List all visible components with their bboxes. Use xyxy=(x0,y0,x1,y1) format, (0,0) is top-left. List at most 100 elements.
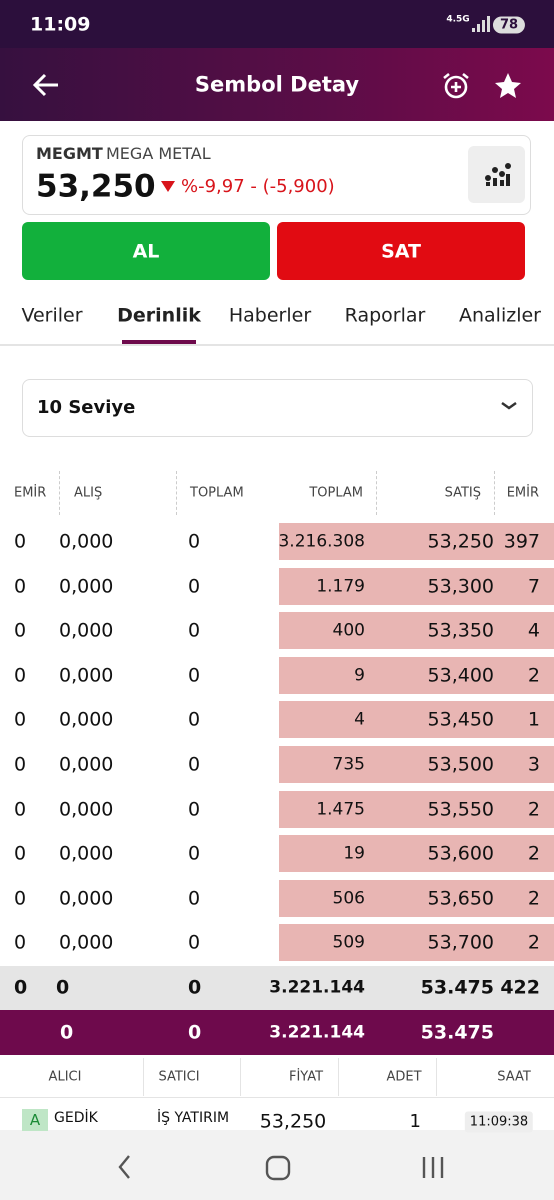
depth-cell: 0 xyxy=(14,931,27,954)
depth-cell: 4 xyxy=(527,619,540,642)
trades-column-header: ALICI xyxy=(48,1069,82,1085)
depth-cell: 2 xyxy=(527,664,540,687)
depth-column-header: EMİR xyxy=(506,485,539,501)
ask-row-highlight xyxy=(279,835,554,873)
depth-cell: 0 xyxy=(188,619,201,642)
depth-cell: 0,000 xyxy=(59,530,114,553)
trades-column-header: ADET xyxy=(386,1069,422,1085)
depth-cell: 19 xyxy=(343,843,365,864)
buy-label: AL xyxy=(132,240,160,263)
tab[interactable]: Haberler xyxy=(228,304,312,327)
tab[interactable]: Analizler xyxy=(459,304,541,327)
column-divider xyxy=(376,471,377,515)
depth-cell: 0,000 xyxy=(59,887,114,910)
depth-cell: 0 xyxy=(14,619,27,642)
total-cell: 3.221.144 xyxy=(269,977,365,998)
depth-cell: 0,000 xyxy=(59,619,114,642)
depth-cell: 53,550 xyxy=(427,798,494,821)
trade-price: 53,250 xyxy=(259,1110,327,1133)
column-divider xyxy=(176,471,177,515)
summary-row xyxy=(0,1010,554,1055)
app-header xyxy=(0,48,554,121)
ask-row-highlight xyxy=(279,612,554,650)
back-button[interactable] xyxy=(32,72,60,98)
favorite-button[interactable] xyxy=(493,71,523,101)
depth-cell: 1.475 xyxy=(316,799,365,820)
depth-cell: 2 xyxy=(527,798,540,821)
depth-cell: 735 xyxy=(332,754,365,775)
summary-cell: 0 xyxy=(188,1021,202,1044)
ask-row-highlight xyxy=(279,567,554,605)
total-cell: 0 xyxy=(56,976,70,999)
sell-button[interactable] xyxy=(277,222,525,280)
screen-title: Sembol Detay xyxy=(194,72,360,97)
buyer-badge: A xyxy=(22,1109,48,1131)
buyer: GEDİK xyxy=(54,1110,98,1126)
depth-cell: 0 xyxy=(14,664,27,687)
column-divider xyxy=(240,1058,241,1096)
depth-cell: 0 xyxy=(188,530,201,553)
depth-cell: 3.216.308 xyxy=(278,531,365,552)
depth-cell: 0 xyxy=(14,798,27,821)
trades-column-header: SATICI xyxy=(158,1069,200,1085)
depth-cell: 0 xyxy=(188,753,201,776)
depth-cell: 53,650 xyxy=(427,887,494,910)
dropdown-value: 10 Seviye xyxy=(37,397,136,418)
dropdown[interactable] xyxy=(22,379,533,437)
tab[interactable]: Veriler xyxy=(21,304,83,327)
summary-cell: 53.475 xyxy=(420,1021,494,1044)
symbol-name: MEGA METAL xyxy=(106,144,211,163)
summary-cell: 0 xyxy=(60,1021,74,1044)
depth-cell: 0,000 xyxy=(59,664,114,687)
trades-header-divider xyxy=(0,1097,554,1098)
status-icons xyxy=(472,16,490,32)
depth-cell: 0 xyxy=(14,575,27,598)
total-cell: 422 xyxy=(500,976,540,999)
symbol-price: 53,250 xyxy=(36,168,156,205)
depth-cell: 0,000 xyxy=(59,753,114,776)
depth-cell: 0,000 xyxy=(59,798,114,821)
nav-bar xyxy=(0,1130,554,1200)
ask-row-highlight xyxy=(279,746,554,783)
ask-row-highlight xyxy=(279,656,554,694)
down-arrow xyxy=(161,181,175,192)
total-cell: 0 xyxy=(188,976,202,999)
ask-row-highlight xyxy=(279,790,554,828)
depth-column-header: TOPLAM xyxy=(309,485,363,501)
depth-cell: 0 xyxy=(188,708,201,731)
symbol-code: MEGMT xyxy=(36,144,103,163)
status-bar xyxy=(0,0,554,48)
price-change: %-9,97 - (-5,900) xyxy=(181,176,335,197)
depth-cell: 397 xyxy=(503,530,540,553)
depth-cell: 0 xyxy=(188,664,201,687)
tab[interactable]: Raporlar xyxy=(344,304,426,327)
nav-icons xyxy=(118,1155,444,1181)
ask-row-highlight xyxy=(279,879,554,917)
depth-cell: 0 xyxy=(188,575,201,598)
depth-cell: 2 xyxy=(527,842,540,865)
chart-icon xyxy=(485,163,511,186)
column-divider xyxy=(143,1058,144,1096)
depth-column-header: SATIŞ xyxy=(444,485,481,501)
alarm-button[interactable] xyxy=(441,71,471,101)
depth-cell: 0 xyxy=(188,931,201,954)
total-cell: 53.475 xyxy=(420,976,494,999)
chart-button[interactable] xyxy=(468,146,525,203)
depth-cell: 506 xyxy=(332,888,365,909)
depth-cell: 53,250 xyxy=(427,530,494,553)
depth-column-header: EMİR xyxy=(14,485,47,501)
depth-cell: 53,600 xyxy=(427,842,494,865)
summary-cell: 3.221.144 xyxy=(269,1022,365,1043)
depth-cell: 0 xyxy=(14,887,27,910)
column-divider xyxy=(494,471,495,515)
depth-cell: 53,300 xyxy=(427,575,494,598)
depth-column-header: ALIŞ xyxy=(74,485,103,501)
depth-cell: 1 xyxy=(527,708,540,731)
network-label: 4.5G xyxy=(446,14,470,25)
buy-button[interactable] xyxy=(22,222,270,280)
dropdown-chevron xyxy=(501,401,517,410)
tab[interactable]: Derinlik xyxy=(117,304,201,327)
total-row xyxy=(0,966,554,1010)
ask-row-highlight xyxy=(279,924,554,962)
